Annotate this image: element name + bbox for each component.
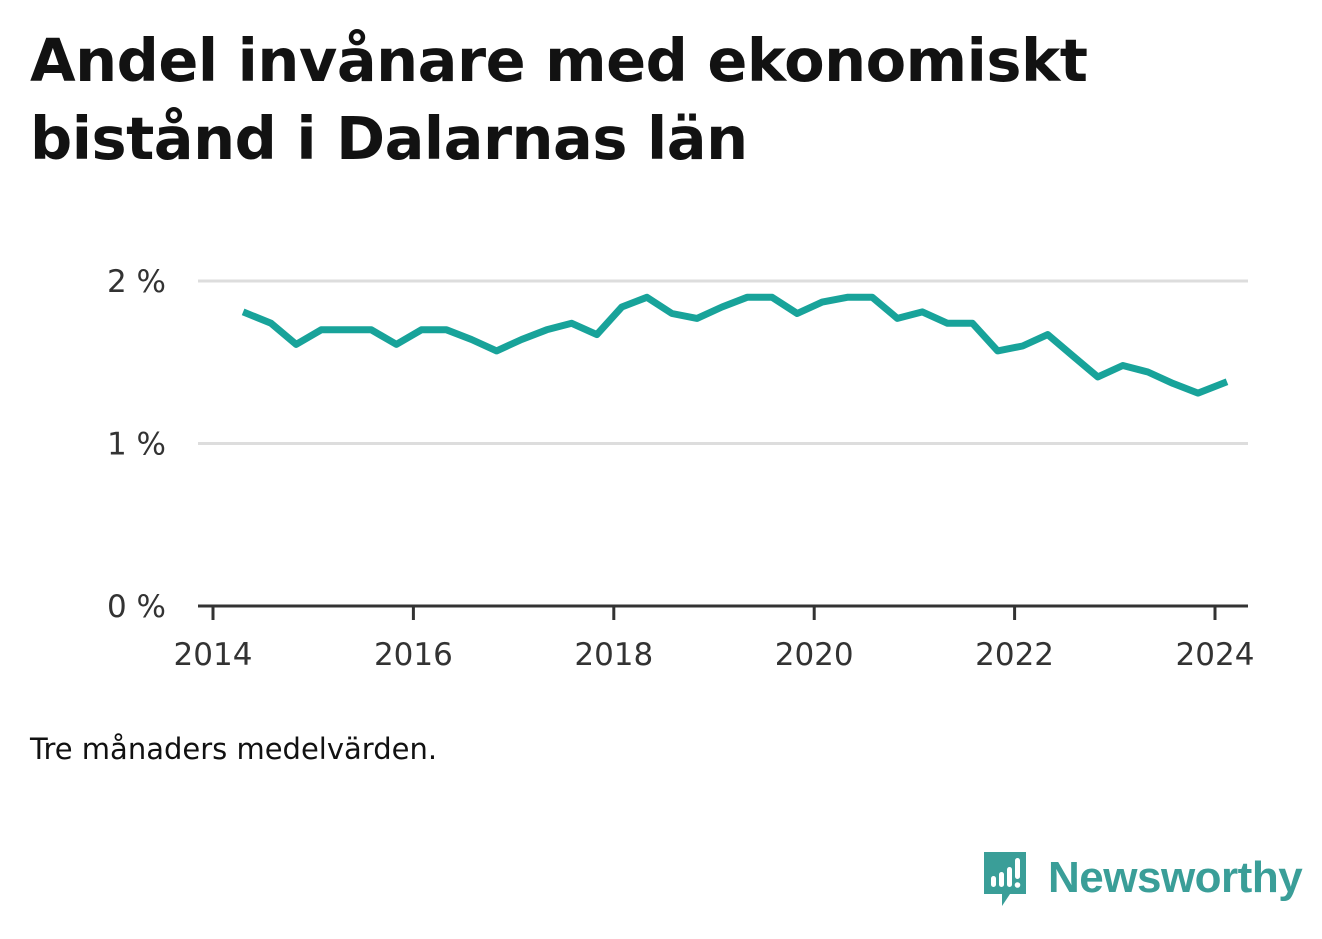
x-tick-label: 2024 <box>1176 637 1255 673</box>
series-line <box>241 293 1229 397</box>
x-tick-label: 2022 <box>975 637 1054 673</box>
newsworthy-brand: Newsworthy <box>980 846 1303 910</box>
chart-title: Andel invånare med ekonomiskt bistånd i … <box>30 26 1088 173</box>
y-tick-label: 1 % <box>107 427 166 463</box>
x-tick-label: 2014 <box>174 637 253 673</box>
brand-name: Newsworthy <box>1048 853 1303 902</box>
newsworthy-logo-icon <box>984 852 1026 906</box>
y-tick-label: 2 % <box>107 264 166 300</box>
x-tick-label: 2016 <box>374 637 453 673</box>
x-tick-label: 2018 <box>574 637 653 673</box>
y-tick-labels: 0 % 1 % 2 % <box>107 264 166 625</box>
data-series <box>241 293 1229 397</box>
x-ticks <box>211 606 1217 620</box>
y-tick-label: 0 % <box>107 589 166 625</box>
line-chart: 0 % 1 % 2 % 2014 2016 2018 2020 2022 2024 <box>107 264 1255 673</box>
x-tick-label: 2020 <box>775 637 854 673</box>
chart-note: Tre månaders medelvärden. <box>30 732 438 766</box>
x-tick-labels: 2014 2016 2018 2020 2022 2024 <box>174 637 1255 673</box>
y-gridlines <box>198 279 1248 445</box>
